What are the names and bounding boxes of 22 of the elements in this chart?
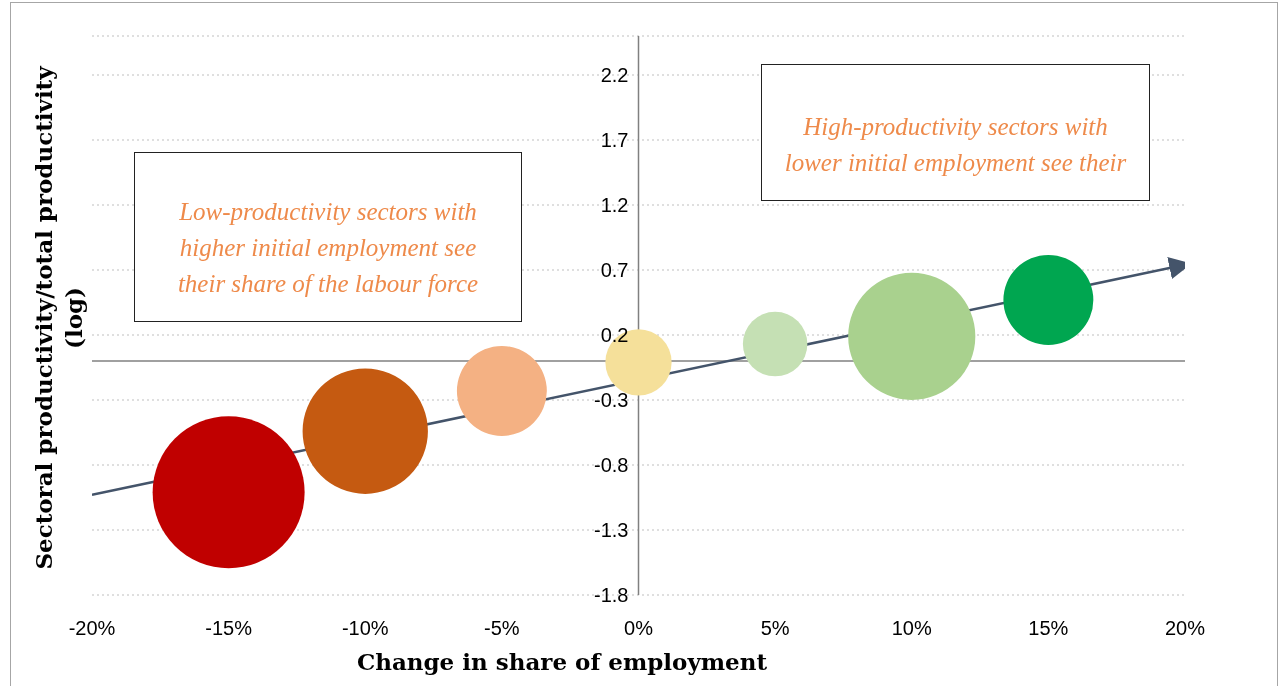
y-tick-label: -1.3 bbox=[594, 519, 629, 541]
x-tick-label: -20% bbox=[68, 617, 116, 639]
x-tick-label: -10% bbox=[341, 617, 389, 639]
y-tick-label: 1.2 bbox=[600, 194, 629, 216]
x-tick-label: 5% bbox=[760, 617, 790, 639]
x-axis-title: Change in share of employment bbox=[355, 647, 769, 677]
y-tick-label: -1.8 bbox=[594, 584, 629, 606]
y-tick-label: 0.7 bbox=[600, 259, 629, 281]
x-tick-label: 0% bbox=[624, 617, 654, 639]
y-tick-label: -0.8 bbox=[594, 454, 629, 476]
annotation: Low-productivity sectors with higher initial employment see their share of the labour force bbox=[176, 197, 480, 299]
y-tick-label: 1.7 bbox=[600, 129, 629, 151]
x-tick-label: -5% bbox=[484, 617, 520, 639]
y-axis-title: Sectoral productivity/total productivity (log) bbox=[29, 64, 88, 572]
y-tick-label: 0.2 bbox=[600, 324, 629, 346]
x-tick-label: 10% bbox=[891, 617, 932, 639]
x-tick-label: 20% bbox=[1164, 617, 1206, 639]
annotation: High-productivity sectors with lower initial employment see their bbox=[783, 112, 1128, 178]
x-tick-label: 15% bbox=[1028, 617, 1069, 639]
y-tick-label: -0.3 bbox=[594, 389, 629, 411]
y-tick-label: 2.2 bbox=[600, 64, 629, 86]
x-tick-label: -15% bbox=[205, 617, 253, 639]
